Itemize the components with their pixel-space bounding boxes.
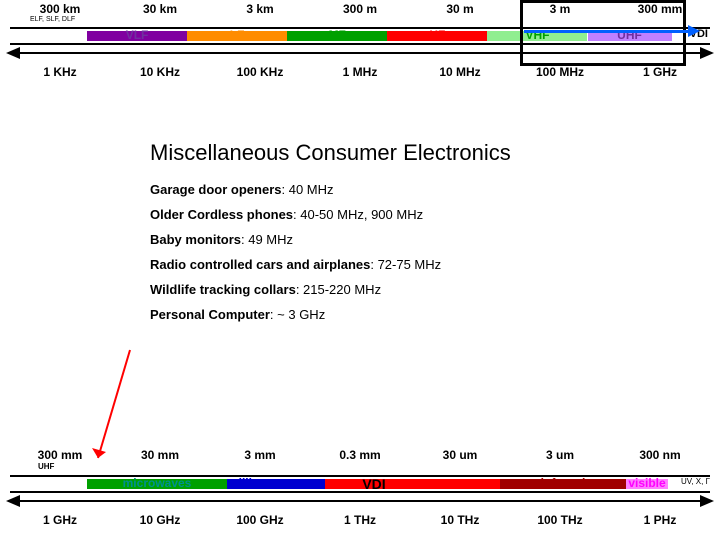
freq-label: 1 KHz	[10, 65, 110, 79]
item-label: Baby monitors	[150, 232, 241, 247]
dist-label: 30 um	[410, 448, 510, 462]
freq-label: 100 KHz	[210, 65, 310, 79]
band-label: MF	[287, 28, 387, 42]
item-label: Older Cordless phones	[150, 207, 293, 222]
freq-label: 10 MHz	[410, 65, 510, 79]
dist-label: 300 km	[10, 2, 110, 16]
dist-label: 30 mm	[110, 448, 210, 462]
item-label: Wildlife tracking collars	[150, 282, 296, 297]
dist-label: 3 um	[510, 448, 610, 462]
freq-label: 100 GHz	[210, 513, 310, 527]
list-item: Personal Computer: ~ 3 GHz	[150, 307, 650, 322]
freq-label: 10 KHz	[110, 65, 210, 79]
dist-label: 300 m	[310, 2, 410, 16]
bottom-band-row: UV, X, Γ microwavesmillimeter wavesVDI in…	[10, 473, 710, 497]
dist-label: 3 mm	[210, 448, 310, 462]
band-label: millimeter waves	[227, 476, 325, 490]
list-item: Radio controlled cars and airplanes: 72-…	[150, 257, 650, 272]
page-title: Miscellaneous Consumer Electronics	[150, 140, 650, 166]
item-value: : 215-220 MHz	[296, 282, 381, 297]
list-item: Baby monitors: 49 MHz	[150, 232, 650, 247]
bottom-freq-row: 1 GHz 10 GHz 100 GHz 1 THz 10 THz 100 TH…	[10, 513, 710, 527]
freq-label: 100 THz	[510, 513, 610, 527]
item-label: Radio controlled cars and airplanes	[150, 257, 370, 272]
band-label: HF	[387, 28, 487, 42]
band-label: LF	[187, 28, 287, 42]
list-item: Garage door openers: 40 MHz	[150, 182, 650, 197]
tiny-uhf: UHF	[10, 462, 710, 471]
uv-label: UV, X, Γ	[681, 477, 710, 486]
list-item: Wildlife tracking collars: 215-220 MHz	[150, 282, 650, 297]
bottom-distance-row: 300 mm 30 mm 3 mm 0.3 mm 30 um 3 um 300 …	[10, 448, 710, 462]
bottom-spectrum: 300 mm 30 mm 3 mm 0.3 mm 30 um 3 um 300 …	[10, 448, 710, 527]
band-label: visible	[626, 476, 668, 490]
item-value: : 40 MHz	[281, 182, 333, 197]
dist-label: 30 km	[110, 2, 210, 16]
freq-label: 10 THz	[410, 513, 510, 527]
dist-label: 300 mm	[10, 448, 110, 462]
band-label: VLF	[87, 28, 187, 42]
band-segment	[423, 479, 500, 489]
band-label: VDI	[325, 476, 423, 492]
top-freq-row: 1 KHz 10 KHz 100 KHz 1 MHz 10 MHz 100 MH…	[10, 65, 710, 79]
item-label: Garage door openers	[150, 182, 281, 197]
content-block: Miscellaneous Consumer Electronics Garag…	[150, 140, 650, 332]
freq-label: 1 PHz	[610, 513, 710, 527]
highlight-box	[520, 0, 686, 66]
freq-label: 10 GHz	[110, 513, 210, 527]
freq-label: 1 GHz	[610, 65, 710, 79]
dist-label: 300 nm	[610, 448, 710, 462]
freq-label: 1 MHz	[310, 65, 410, 79]
freq-label: 1 GHz	[10, 513, 110, 527]
item-value: : ~ 3 GHz	[270, 307, 325, 322]
blue-arrow-head	[688, 25, 700, 37]
blue-arrow	[524, 30, 690, 33]
item-value: : 40-50 MHz, 900 MHz	[293, 207, 423, 222]
item-label: Personal Computer	[150, 307, 270, 322]
dist-label: 30 m	[410, 2, 510, 16]
item-value: : 72-75 MHz	[370, 257, 441, 272]
list-item: Older Cordless phones: 40-50 MHz, 900 MH…	[150, 207, 650, 222]
band-label: microwaves	[87, 476, 227, 490]
freq-label: 1 THz	[310, 513, 410, 527]
dist-label: 3 km	[210, 2, 310, 16]
freq-label: 100 MHz	[510, 65, 610, 79]
bottom-axis	[10, 499, 710, 513]
band-label: infrared	[500, 476, 626, 490]
dist-label: 0.3 mm	[310, 448, 410, 462]
item-value: : 49 MHz	[241, 232, 293, 247]
